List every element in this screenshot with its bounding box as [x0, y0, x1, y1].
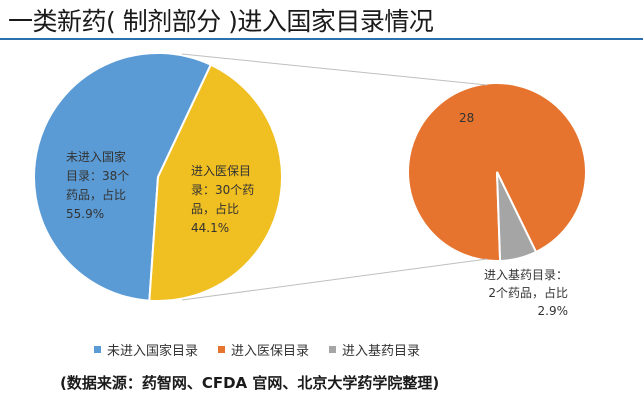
legend-item-not-listed: 未进入国家目录 — [94, 340, 198, 359]
data-label-insurance-line: 进入医保目 — [191, 164, 251, 178]
legend-swatch-orange — [218, 346, 226, 353]
data-label-essential-line: 进入基药目录： — [484, 268, 568, 282]
data-source-note: (数据来源：药智网、CFDA 官网、北京大学药学院整理) — [60, 374, 440, 392]
data-label-essential-line: 2.9% — [538, 304, 569, 318]
legend-swatch-gray — [329, 346, 337, 353]
data-label-subpie-insurance: 28 — [459, 111, 474, 125]
data-label-insurance-line: 品，占比 — [191, 201, 239, 216]
data-label-insurance: 进入医保目录：30个药品，占比 44.1% — [191, 164, 254, 235]
data-label-insurance-line: 录：30个药 — [191, 183, 254, 197]
legend-swatch-blue — [94, 346, 101, 353]
data-label-essential: 进入基药目录： 2个药品，占比 2.9% — [484, 268, 568, 318]
subpie-slice-essential — [496, 171, 538, 262]
pie-slice-insurance — [148, 63, 283, 303]
connector-line-top — [181, 53, 488, 86]
data-label-essential-line: 2个药品，占比 — [488, 285, 568, 300]
data-label-not-listed-line: 未进入国家 — [66, 149, 126, 164]
data-label-not-listed-line: 55.9% — [66, 207, 104, 221]
data-label-not-listed-line: 目录：38个 — [66, 169, 129, 183]
data-label-insurance-line: 44.1% — [191, 221, 229, 235]
legend-label: 进入医保目录 — [231, 344, 310, 359]
legend-item-insurance: 进入医保目录 — [218, 340, 309, 359]
data-label-subpie-insurance-line: 28 — [459, 111, 474, 125]
data-label-not-listed: 未进入国家目录：38个药品，占比 55.9% — [66, 149, 129, 221]
legend-label: 进入基药目录 — [342, 344, 421, 359]
title-underline — [0, 38, 643, 40]
chart-title: 一类新药( 制剂部分 )进入国家目录情况 — [8, 7, 434, 36]
data-label-not-listed-line: 药品，占比 — [66, 187, 126, 202]
legend: 未进入国家目录 进入医保目录 进入基药目录 — [94, 340, 420, 359]
pie-slice-not-listed — [33, 52, 213, 302]
legend-item-essential: 进入基药目录 — [329, 340, 420, 359]
connector-line-bottom — [181, 258, 488, 301]
legend-label: 未进入国家目录 — [107, 344, 199, 359]
